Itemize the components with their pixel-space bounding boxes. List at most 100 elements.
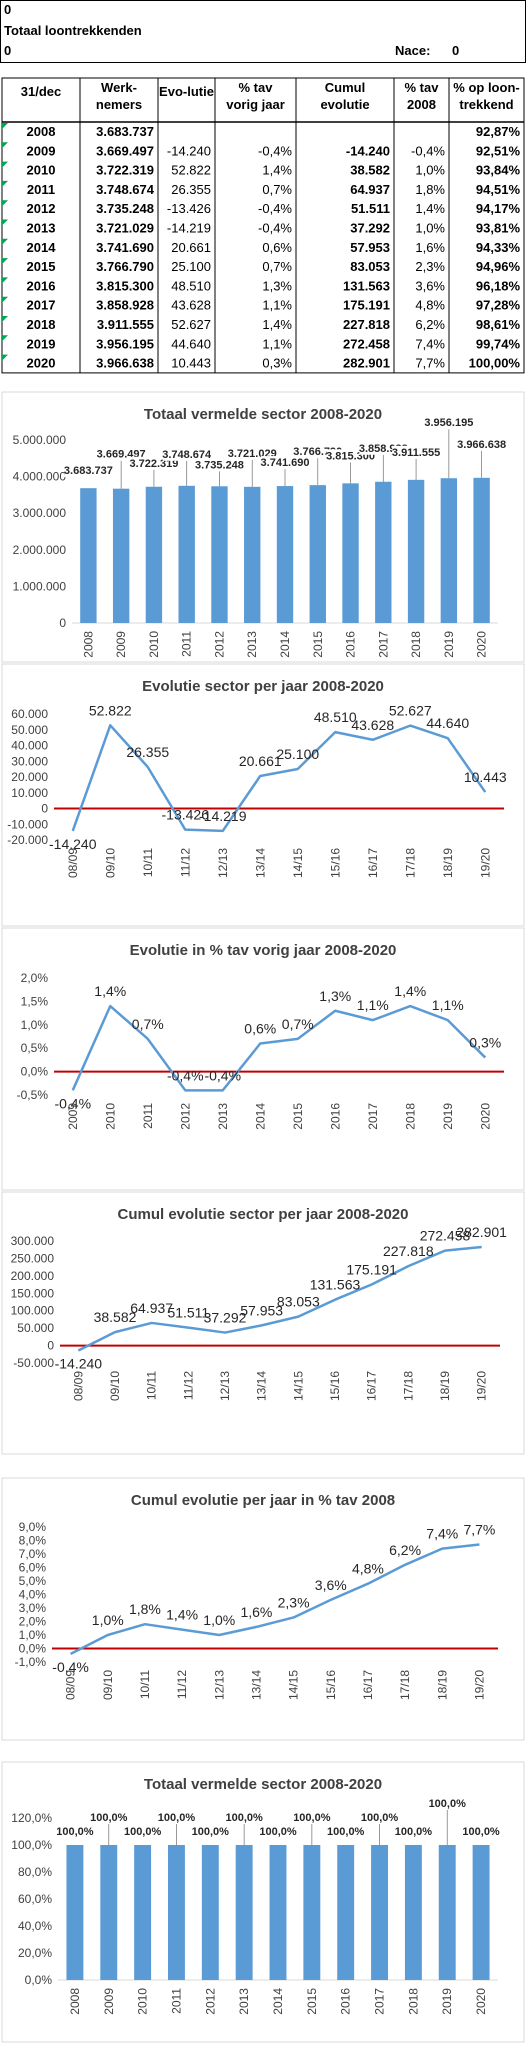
y-tick-label: 200.000: [11, 1269, 55, 1283]
table-cell: 3.669.497: [96, 143, 154, 158]
x-tick-label: 2012: [178, 1103, 192, 1130]
table-cell: -0,4%: [258, 143, 292, 158]
x-tick-label: 2014: [278, 631, 292, 658]
data-label: 100,0%: [225, 1812, 263, 1824]
chart-title: Cumul evolutie per jaar in % tav 2008: [131, 1492, 395, 1509]
x-tick-label: 10/11: [138, 1670, 152, 1699]
data-label: 3.911.555: [392, 447, 440, 459]
table-header-cell: 31/dec: [21, 84, 61, 99]
data-label: 64.937: [130, 1300, 173, 1316]
y-tick-label: 60.000: [11, 707, 48, 721]
y-tick-label: 0,0%: [25, 1973, 53, 1987]
data-label: 227.818: [383, 1243, 434, 1259]
data-label-bg: [195, 458, 244, 472]
table-cell: 3.966.638: [96, 356, 154, 371]
bar: [134, 1845, 152, 1980]
y-tick-label: 0,5%: [21, 1041, 49, 1055]
data-label: 100,0%: [90, 1812, 128, 1824]
data-label: 272.458: [420, 1228, 471, 1244]
data-label: 0,7%: [132, 1016, 164, 1032]
x-tick-label: 2008: [81, 631, 95, 658]
table-cell: 2017: [27, 298, 56, 313]
data-label: 48.510: [314, 709, 357, 725]
table-cell: 131.563: [343, 278, 390, 293]
table-cell: 20.661: [171, 240, 211, 255]
data-label-bg: [457, 1825, 506, 1838]
table-cell: 1,1%: [262, 298, 292, 313]
table-cell: -14.240: [346, 143, 390, 158]
data-label: 100,0%: [192, 1826, 230, 1838]
data-label: 100,0%: [293, 1812, 331, 1824]
x-tick-label: 16/17: [361, 1670, 375, 1700]
y-tick-label: 1.000.000: [13, 579, 67, 593]
y-tick-label: 3,0%: [19, 1601, 47, 1615]
table-cell: 43.628: [171, 298, 211, 313]
x-tick-label: 2015: [291, 1103, 305, 1130]
data-label-bg: [392, 445, 441, 459]
data-label: 1,1%: [432, 997, 464, 1013]
table-cell: 2020: [27, 356, 56, 371]
error-indicator-icon: [2, 180, 8, 187]
y-tick-label: 50.000: [11, 723, 48, 737]
data-label: -0,4%: [204, 1067, 241, 1083]
x-tick-label: 2020: [478, 1103, 492, 1130]
table-cell: 1,3%: [262, 278, 292, 293]
data-label: 100,0%: [259, 1826, 297, 1838]
table-cell: 26.355: [171, 182, 211, 197]
table-cell: 37.292: [350, 221, 390, 236]
x-tick-label: 2016: [344, 631, 358, 658]
table-cell: 94,33%: [476, 240, 521, 255]
data-label: 100,0%: [395, 1826, 433, 1838]
data-label-bg: [84, 1811, 133, 1824]
y-tick-label: 40.000: [11, 739, 48, 753]
y-tick-label: 4,0%: [19, 1588, 47, 1602]
table-cell: 2014: [27, 240, 57, 255]
data-label: 20.661: [239, 753, 282, 769]
x-tick-label: 15/16: [328, 1371, 342, 1401]
table-cell: 100,00%: [469, 356, 521, 371]
x-tick-label: 2011: [141, 1103, 155, 1129]
bar: [303, 1845, 321, 1980]
x-tick-label: 2009: [102, 1988, 116, 2015]
data-label: 1,4%: [94, 983, 126, 999]
data-label-bg: [254, 1825, 302, 1838]
x-tick-label: 10/11: [145, 1371, 159, 1400]
bar: [80, 488, 97, 623]
table-cell: 3.683.737: [96, 124, 154, 139]
header-block: 0 Totaal loontrekkenden 0 Nace: 0: [0, 0, 526, 63]
chart-total-sector: Totaal vermelde sector 2008-2020 0 1.000.0…: [1, 391, 525, 663]
x-tick-label: 12/13: [216, 848, 230, 878]
data-label: 1,0%: [203, 1612, 235, 1628]
data-label: 2,3%: [278, 1594, 310, 1610]
y-tick-label: 10.000: [11, 786, 48, 800]
x-tick-label: 2009: [66, 1103, 80, 1130]
x-tick-label: 2016: [339, 1988, 353, 2015]
data-label: 0,7%: [282, 1016, 314, 1032]
chart-title: Cumul evolutie sector per jaar 2008-2020: [118, 1206, 409, 1223]
x-tick-label: 2013: [216, 1103, 230, 1130]
chart-title: Totaal vermelde sector 2008-2020: [144, 406, 382, 423]
x-tick-label: 16/17: [366, 848, 380, 878]
bar: [342, 483, 359, 623]
x-tick-label: 16/17: [365, 1371, 379, 1401]
table-cell: 2009: [27, 143, 56, 158]
data-label-bg: [355, 1811, 404, 1824]
error-indicator-icon: [2, 161, 8, 168]
x-tick-label: 11/12: [181, 1371, 195, 1400]
x-tick-label: 2013: [237, 1988, 251, 2015]
data-label: 43.628: [351, 717, 394, 733]
table-cell: 2015: [27, 259, 56, 274]
chart-cumulative-pct: Cumul evolutie per jaar in % tav 2008 -1,…: [1, 1477, 525, 1741]
table-cell: 3.815.300: [96, 278, 154, 293]
x-tick-label: 14/15: [287, 1670, 301, 1700]
table-cell: 10.443: [171, 356, 211, 371]
x-tick-label: 13/14: [255, 1371, 269, 1401]
data-label: 3.683.737: [64, 465, 113, 477]
y-tick-label: 60,0%: [18, 1892, 52, 1906]
table-cell: 2013: [27, 221, 56, 236]
data-label: 100,0%: [56, 1826, 94, 1838]
x-tick-label: 2019: [441, 1103, 455, 1130]
table-cell: 96,18%: [476, 278, 521, 293]
chart-cumulative-evolution: Cumul evolutie sector per jaar 2008-2020…: [1, 1191, 525, 1455]
